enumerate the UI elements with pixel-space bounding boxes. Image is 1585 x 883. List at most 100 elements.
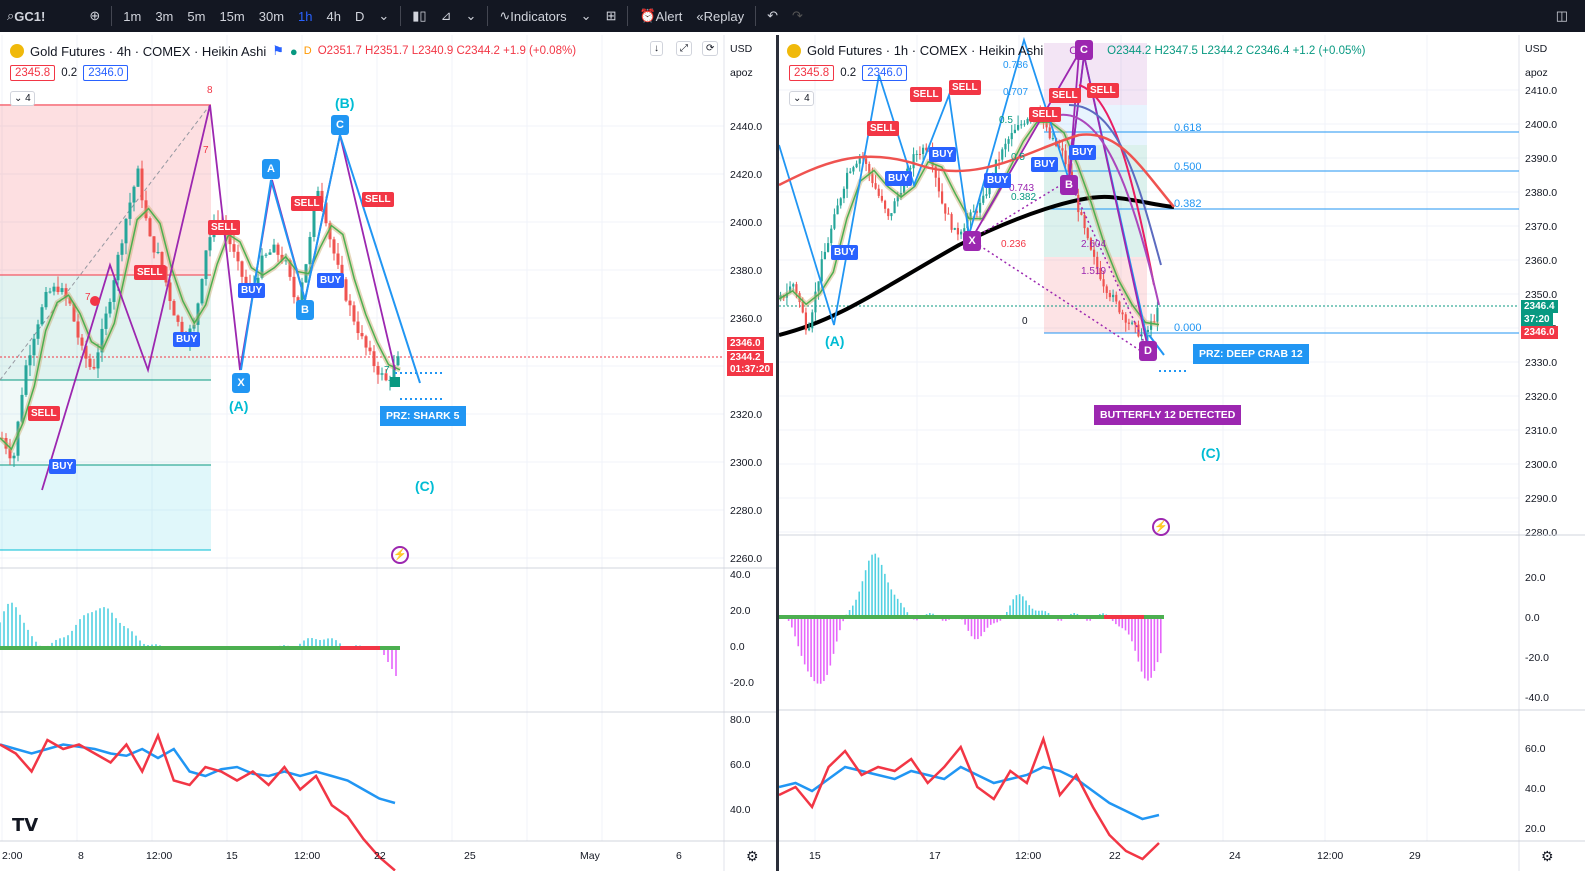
interval-5m[interactable]: 5m	[187, 8, 206, 24]
candle-body	[1051, 138, 1054, 140]
symbol-search[interactable]: ⌕ GC1!	[0, 0, 52, 32]
candle-body	[308, 236, 312, 265]
price-axis-tick: 2290.0	[1525, 493, 1557, 505]
candle-body	[1150, 321, 1153, 330]
candle-body	[32, 338, 36, 356]
candle-body	[280, 254, 284, 261]
buy-signal: BUY	[885, 171, 913, 186]
replay-button[interactable]: « Replay	[689, 0, 751, 32]
candle-body	[52, 286, 56, 292]
settings-icon[interactable]: ⟳	[702, 41, 719, 56]
macd-axis-tick: -20.0	[1525, 652, 1549, 664]
candle-body	[324, 202, 328, 224]
candle-body	[0, 437, 4, 439]
candle-body	[152, 236, 156, 253]
macd-axis-tick: 20.0	[730, 605, 751, 617]
indicators-dropdown-icon[interactable]: ⌄	[580, 8, 592, 23]
candle-body	[808, 328, 811, 331]
right-chart-pane[interactable]: 2410.0 2400.0 2390.0 2380.0 2370.0 2360.0 2350…	[779, 35, 1585, 871]
candle-body	[260, 255, 264, 278]
rsi-line	[0, 732, 396, 871]
gear-icon: ⚙	[1541, 848, 1554, 864]
candle-body	[842, 188, 845, 199]
add-symbol-button[interactable]: ⊕	[82, 0, 107, 32]
sell-price[interactable]: 2345.8	[789, 65, 835, 81]
interval-dropdown-icon[interactable]: ⌄	[378, 8, 390, 23]
price-axis-tick: 2360.0	[730, 313, 762, 325]
interval-1h[interactable]: 1h	[298, 8, 313, 24]
indicators-button[interactable]: ∿ Indicators	[492, 0, 573, 32]
candle-body	[232, 244, 236, 252]
collapse-icon[interactable]: ↓	[650, 41, 663, 56]
wave-a-label: (A)	[229, 398, 249, 414]
fib-zone-red	[1044, 257, 1147, 333]
candle-body	[168, 282, 172, 302]
time-axis-tick: 29	[1409, 850, 1421, 862]
unit-label[interactable]: apoz	[1525, 67, 1548, 79]
lightning-icon[interactable]: ⚡	[391, 546, 409, 564]
currency-label[interactable]: USD	[730, 43, 753, 55]
candle-body	[64, 288, 68, 298]
layout-icon[interactable]: ⊞	[605, 8, 617, 23]
interval-1m[interactable]: 1m	[123, 8, 142, 24]
alert-button[interactable]: ⏰ Alert	[632, 0, 689, 32]
compare-icon[interactable]: ⊿	[440, 8, 452, 23]
candle-body	[348, 300, 352, 306]
fib-ratio: 0.743	[1009, 183, 1035, 194]
time-axis-tick: 12:00	[1317, 850, 1343, 862]
candle-body	[100, 328, 104, 353]
candle-body	[852, 167, 855, 172]
flag-icon[interactable]: ⚑	[272, 43, 284, 58]
buy-price[interactable]: 2346.0	[862, 65, 908, 81]
left-chart-canvas[interactable]: 2440.02420.02400.02380.02360.02340.02320…	[0, 35, 776, 871]
candle-body	[934, 166, 937, 178]
interval-30m[interactable]: 30m	[258, 8, 285, 24]
redo-icon[interactable]: ↷	[792, 8, 803, 23]
interval-15m[interactable]: 15m	[219, 8, 245, 24]
currency-label[interactable]: USD	[1525, 43, 1548, 55]
candle-body	[292, 276, 296, 298]
interval-D[interactable]: D	[354, 8, 365, 24]
left-chart-pane[interactable]: 2440.02420.02400.02380.02360.02340.02320…	[0, 35, 776, 871]
maximize-icon[interactable]: ⤢	[676, 41, 692, 56]
sidebar-toggle-icon[interactable]: ◫	[1555, 8, 1568, 23]
moving-average-line	[1058, 113, 1160, 306]
time-axis-tick: 22	[374, 850, 386, 862]
fib-level-label: 0.500	[1174, 161, 1202, 173]
sell-signal: SELL	[28, 406, 60, 421]
interval-3m[interactable]: 3m	[155, 8, 174, 24]
indicators-label: Indicators	[510, 8, 567, 24]
time-axis-tick: 2:00	[2, 850, 23, 862]
lightning-icon[interactable]: ⚡	[1152, 518, 1170, 536]
buy-signal: BUY	[1069, 145, 1097, 160]
sell-price[interactable]: 2345.8	[10, 65, 56, 81]
candle-style-icon[interactable]: ▮▯	[412, 8, 427, 23]
pane-divider[interactable]	[776, 35, 779, 871]
candle-body	[256, 277, 260, 286]
candle-body	[1099, 268, 1102, 280]
candle-body	[1108, 292, 1111, 298]
candle-body	[804, 312, 807, 331]
undo-icon[interactable]: ↶	[767, 8, 779, 23]
candle-body	[328, 223, 332, 240]
candle-body	[356, 321, 360, 334]
legend-toggle[interactable]: ⌄ 4	[10, 91, 35, 106]
candle-body	[922, 147, 925, 155]
unit-label[interactable]: apoz	[730, 67, 753, 79]
legend-toggle[interactable]: ⌄ 4	[789, 91, 814, 106]
price-axis-tick: 2410.0	[1525, 85, 1557, 97]
fib-zone-red	[0, 104, 211, 275]
candle-body	[1134, 322, 1137, 325]
candle-body	[244, 276, 248, 284]
candle-body	[789, 286, 792, 293]
chart-type-dropdown-icon[interactable]: ⌄	[465, 8, 477, 23]
right-chart-canvas[interactable]: 2410.02400.02390.02380.02370.02360.02350…	[779, 35, 1585, 871]
candle-body	[1156, 307, 1159, 322]
buy-price[interactable]: 2346.0	[83, 65, 129, 81]
buy-signal: BUY	[1031, 157, 1059, 172]
candle-body	[364, 336, 368, 348]
legend-count: 4	[804, 93, 810, 104]
candle-body	[1089, 238, 1092, 250]
candle-body	[196, 303, 200, 325]
interval-4h[interactable]: 4h	[326, 8, 341, 24]
